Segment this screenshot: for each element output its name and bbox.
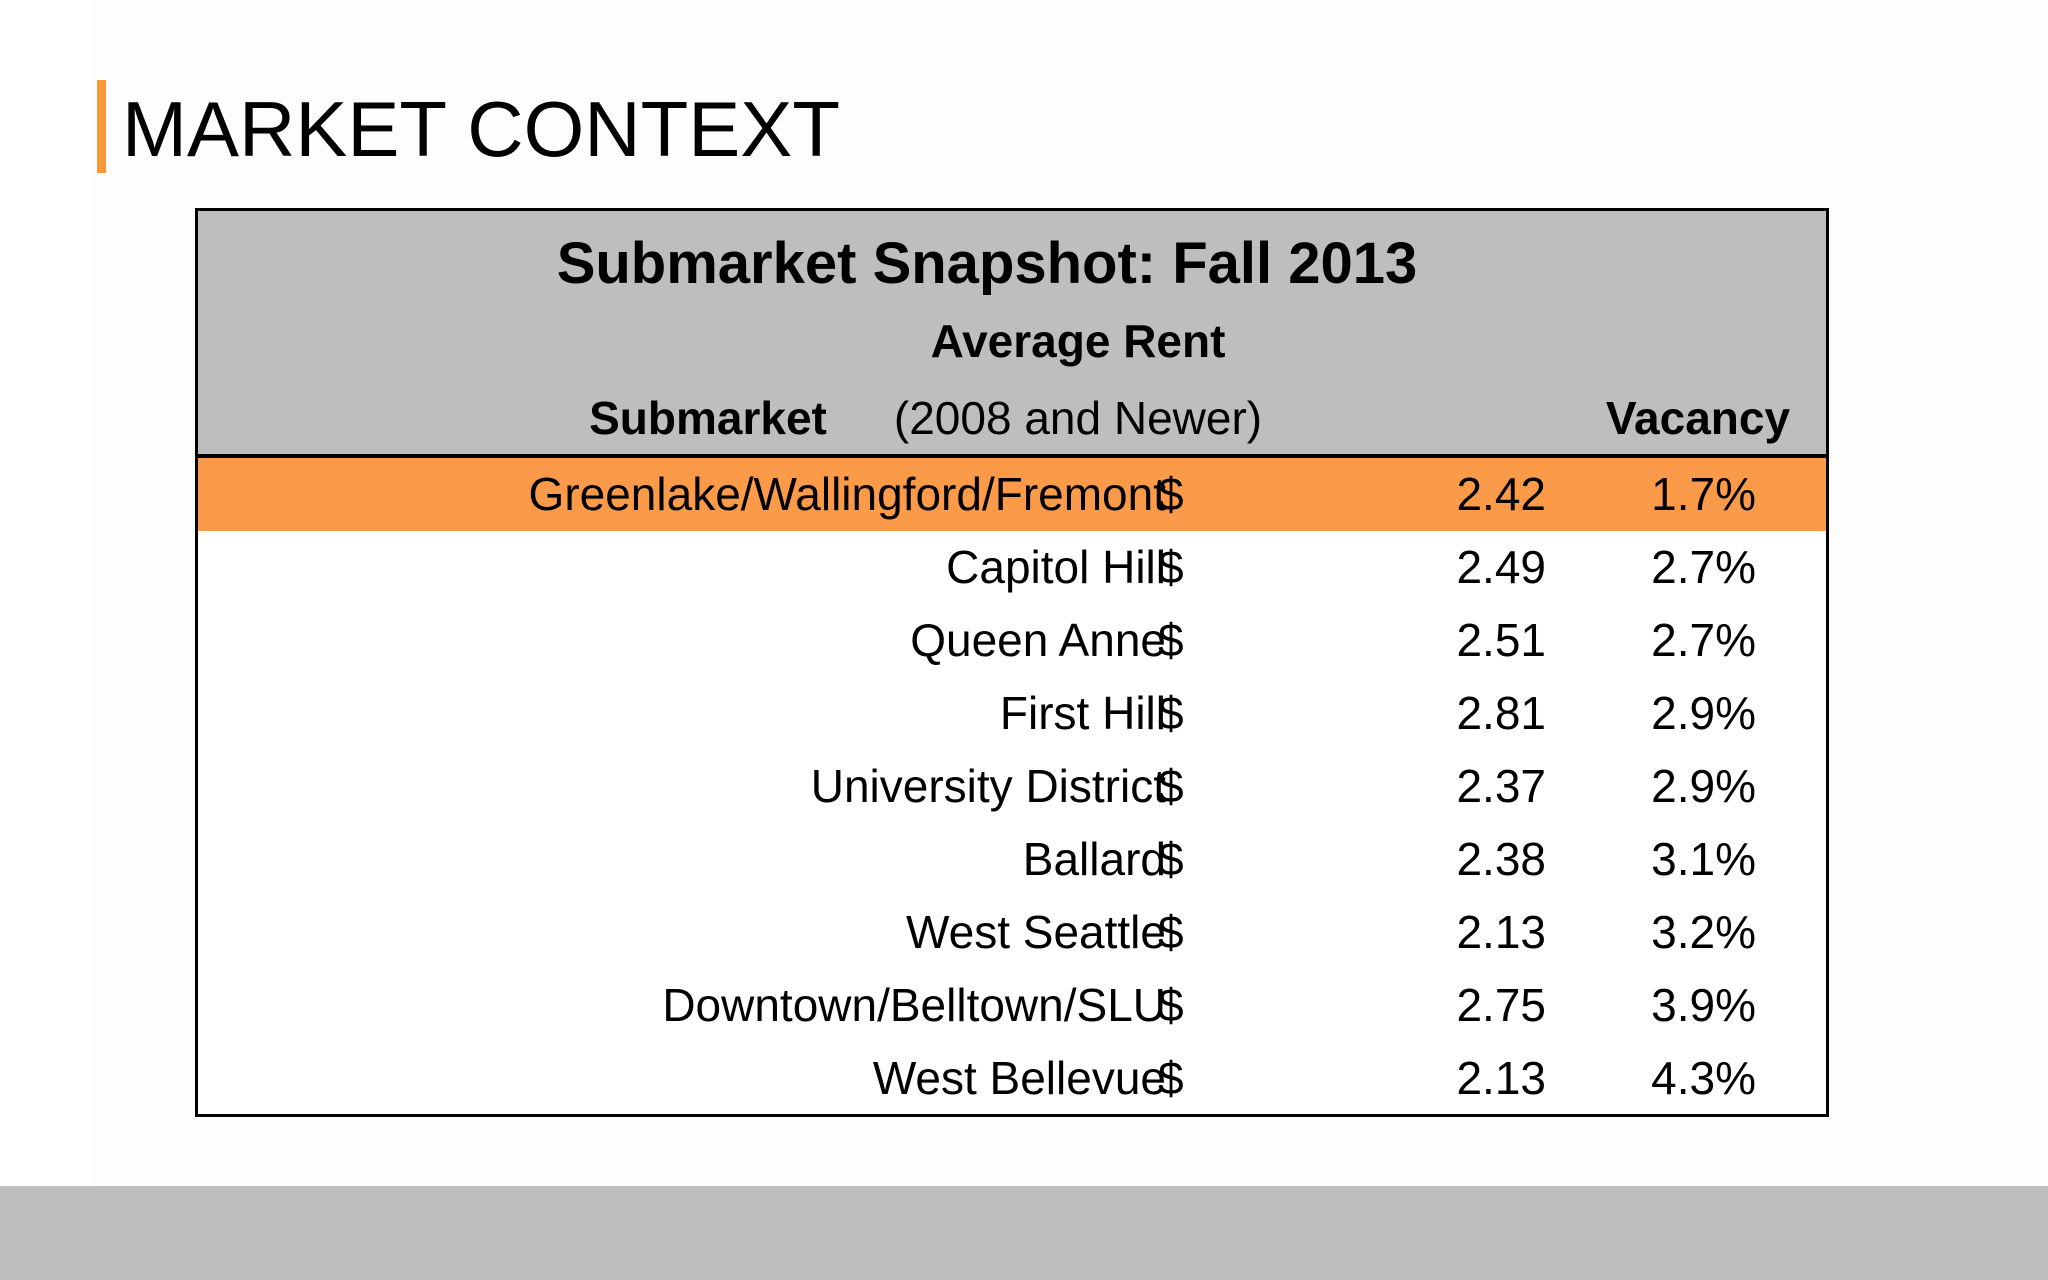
average-rent-cell: 2.38: [1456, 833, 1546, 885]
table-row: West Seattle $2.13 3.2%: [198, 896, 1826, 969]
currency-symbol: $: [1158, 687, 1184, 739]
vacancy-cell: 2.9%: [1651, 687, 1756, 739]
slide-title: MARKET CONTEXT: [122, 85, 840, 173]
table-row: Queen Anne $2.51 2.7%: [198, 604, 1826, 677]
table-row: West Bellevue $2.13 4.3%: [198, 1042, 1826, 1115]
table-row: Downtown/Belltown/SLU $2.75 3.9%: [198, 969, 1826, 1042]
submarket-cell: Queen Anne: [910, 614, 1166, 666]
currency-symbol: $: [1158, 541, 1184, 593]
vacancy-cell: 4.3%: [1651, 1052, 1756, 1104]
submarket-cell: First Hill: [999, 687, 1166, 739]
submarket-cell: Downtown/Belltown/SLU: [662, 979, 1166, 1031]
table-row-highlighted: Greenlake/Wallingford/Fremont $2.42 1.7%: [198, 458, 1826, 531]
table-body: Greenlake/Wallingford/Fremont $2.42 1.7% Ca…: [198, 458, 1826, 1115]
average-rent-cell: 2.13: [1456, 906, 1546, 958]
average-rent-cell: 2.13: [1456, 1052, 1546, 1104]
currency-symbol: $: [1158, 468, 1184, 520]
currency-symbol: $: [1158, 1052, 1184, 1104]
submarket-cell: Greenlake/Wallingford/Fremont: [528, 468, 1166, 520]
average-rent-cell: 2.81: [1456, 687, 1546, 739]
vacancy-cell: 3.9%: [1651, 979, 1756, 1031]
table-header: Submarket Snapshot: Fall 2013 Average Re…: [198, 211, 1826, 458]
average-rent-cell: 2.42: [1456, 468, 1546, 520]
table-row: Capitol Hill $2.49 2.7%: [198, 531, 1826, 604]
average-rent-cell: 2.37: [1456, 760, 1546, 812]
submarket-snapshot-table: Submarket Snapshot: Fall 2013 Average Re…: [195, 208, 1829, 1117]
table-row: First Hill $2.81 2.9%: [198, 677, 1826, 750]
submarket-cell: Capitol Hill: [946, 541, 1166, 593]
vacancy-cell: 3.2%: [1651, 906, 1756, 958]
submarket-cell: University District: [810, 760, 1166, 812]
average-rent-cell: 2.49: [1456, 541, 1546, 593]
footer-band: [0, 1186, 2048, 1280]
currency-symbol: $: [1158, 979, 1184, 1031]
vacancy-cell: 2.9%: [1651, 760, 1756, 812]
column-header-average-rent: Average Rent: [930, 315, 1226, 367]
submarket-cell: West Bellevue: [872, 1052, 1166, 1104]
average-rent-cell: 2.75: [1456, 979, 1546, 1031]
table-row: Ballard $2.38 3.1%: [198, 823, 1826, 896]
vacancy-cell: 2.7%: [1651, 614, 1756, 666]
currency-symbol: $: [1158, 614, 1184, 666]
average-rent-cell: 2.51: [1456, 614, 1546, 666]
currency-symbol: $: [1158, 833, 1184, 885]
vacancy-cell: 2.7%: [1651, 541, 1756, 593]
currency-symbol: $: [1158, 760, 1184, 812]
submarket-cell: Ballard: [1022, 833, 1166, 885]
column-header-submarket: Submarket: [589, 392, 827, 444]
vacancy-cell: 3.1%: [1651, 833, 1756, 885]
currency-symbol: $: [1158, 906, 1184, 958]
column-header-vacancy: Vacancy: [1605, 392, 1791, 444]
table-row: University District $2.37 2.9%: [198, 750, 1826, 823]
column-header-rent-qualifier: (2008 and Newer): [893, 392, 1263, 444]
submarket-cell: West Seattle: [906, 906, 1166, 958]
title-accent-bar: [97, 80, 106, 173]
table-title: Submarket Snapshot: Fall 2013: [556, 231, 1418, 296]
vacancy-cell: 1.7%: [1651, 468, 1756, 520]
